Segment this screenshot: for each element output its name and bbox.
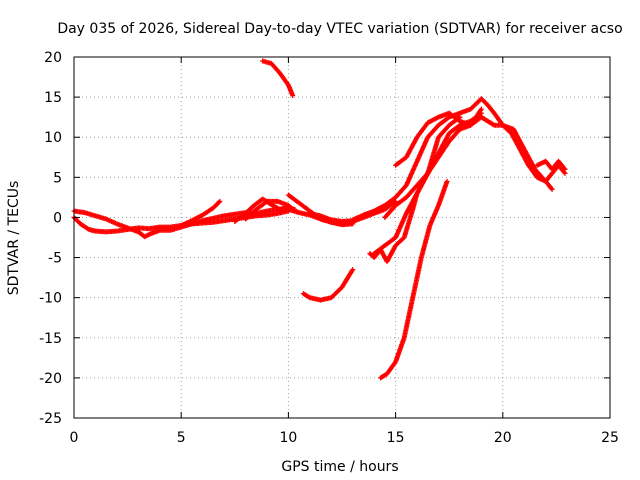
grid: [74, 57, 610, 418]
series-track-l: [382, 114, 555, 220]
series-track-i: [260, 58, 296, 99]
data-point: [217, 198, 223, 204]
data-point: [457, 114, 463, 120]
series-track-c: [178, 198, 223, 228]
y-tick-label: 0: [53, 210, 62, 226]
series-track-j: [300, 267, 356, 303]
y-tick-label: 15: [44, 90, 62, 106]
data-point: [427, 166, 433, 172]
series-track-g: [285, 206, 356, 228]
data-point: [549, 186, 555, 192]
y-tick-label: 5: [53, 170, 62, 186]
y-tick-label: -10: [39, 291, 62, 307]
data-points: [71, 58, 568, 381]
y-tick-label: -15: [39, 331, 62, 347]
chart-title: Day 035 of 2026, Sidereal Day-to-day VTE…: [57, 21, 622, 37]
series-track-q: [378, 178, 450, 381]
x-axis-label: GPS time / hours: [281, 459, 398, 475]
y-tick-label: 20: [44, 50, 62, 66]
series-track-r: [534, 158, 568, 172]
y-tick-label: -25: [39, 411, 62, 427]
data-point: [350, 267, 356, 273]
series-track-p: [367, 166, 433, 265]
plot-frame: [73, 56, 611, 419]
x-tick-label: 15: [387, 430, 405, 446]
data-point: [216, 199, 222, 205]
y-tick-label: -20: [39, 371, 62, 387]
data-point: [290, 93, 296, 99]
y-axis-label: SDTVAR / TECUs: [6, 181, 22, 296]
data-point: [562, 166, 568, 172]
data-point: [444, 178, 450, 184]
series-track-b: [71, 205, 291, 240]
y-tick-label: -5: [48, 251, 62, 267]
series-track-n: [425, 110, 484, 176]
x-tick-label: 20: [494, 430, 512, 446]
series-track-h: [307, 210, 356, 224]
x-tick-label: 0: [70, 430, 79, 446]
data-point: [478, 110, 484, 116]
axis-ticks: 0 5 10 15 20 25 -25 -20 -15 -10 -5 0 5 10 15 20: [39, 50, 619, 446]
series-track-k: [350, 96, 568, 223]
y-tick-label: 10: [44, 130, 62, 146]
x-tick-label: 10: [279, 430, 297, 446]
x-tick-label: 25: [601, 430, 619, 446]
x-tick-label: 5: [177, 430, 186, 446]
